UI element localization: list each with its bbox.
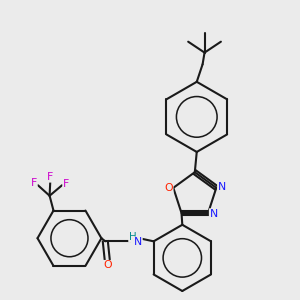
Text: N: N	[134, 237, 142, 247]
Text: N: N	[218, 182, 226, 192]
Text: F: F	[31, 178, 37, 188]
Text: F: F	[63, 179, 69, 189]
Text: F: F	[47, 172, 53, 182]
Text: O: O	[164, 183, 173, 193]
Text: O: O	[103, 260, 112, 271]
Text: N: N	[209, 209, 218, 219]
Text: H: H	[129, 232, 136, 242]
